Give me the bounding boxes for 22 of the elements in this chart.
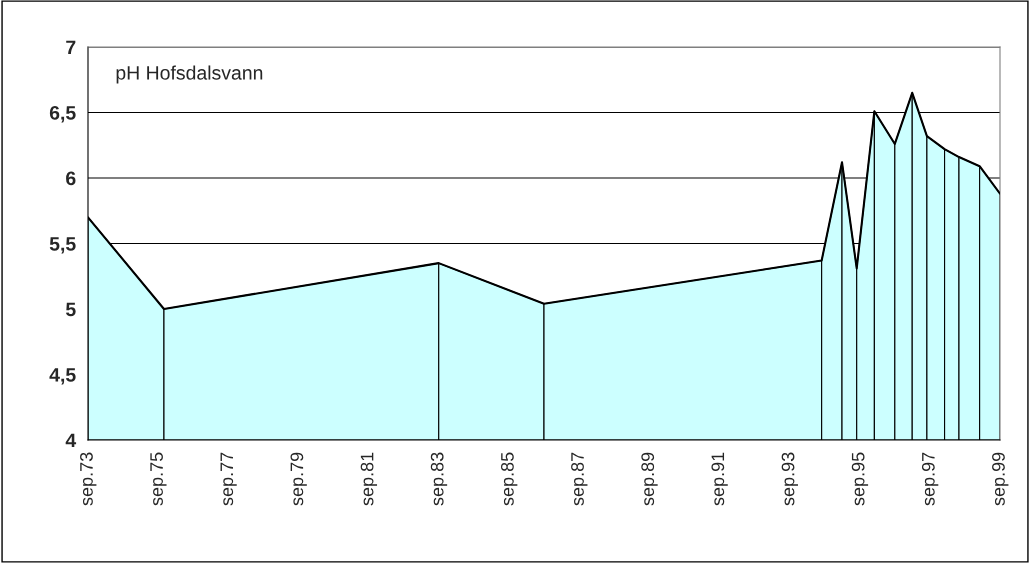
x-tick-label: sep.81 — [360, 452, 378, 506]
x-tick-label: sep.85 — [501, 452, 518, 506]
x-tick-label: sep.93 — [781, 452, 798, 506]
y-tick-label: 4,5 — [49, 368, 76, 385]
x-tick-label: sep.83 — [430, 452, 448, 506]
x-tick-label: sep.91 — [711, 452, 728, 506]
text: pH Hofsdalsvann — [116, 65, 263, 84]
y-tick-label: 5,5 — [49, 237, 76, 254]
y-tick-label: 6,5 — [49, 105, 76, 123]
y-tick-label: 6 — [66, 171, 76, 186]
x-tick-label: sep.79 — [290, 452, 307, 506]
x-tick-label: sep.95 — [851, 452, 869, 506]
y-tick-label: 4 — [65, 433, 77, 448]
x-tick-label: sep.77 — [220, 452, 237, 506]
y-tick-label: 7 — [66, 40, 76, 55]
x-tick-label: sep.89 — [641, 452, 658, 506]
x-tick-label: sep.75 — [150, 452, 167, 506]
x-tick-label: sep.97 — [921, 452, 939, 506]
x-tick-label: sep.73 — [80, 452, 97, 506]
x-tick-label: sep.87 — [571, 452, 588, 506]
x-tick-label: sep.99 — [992, 452, 1009, 506]
y-tick-label: 5 — [65, 302, 76, 317]
